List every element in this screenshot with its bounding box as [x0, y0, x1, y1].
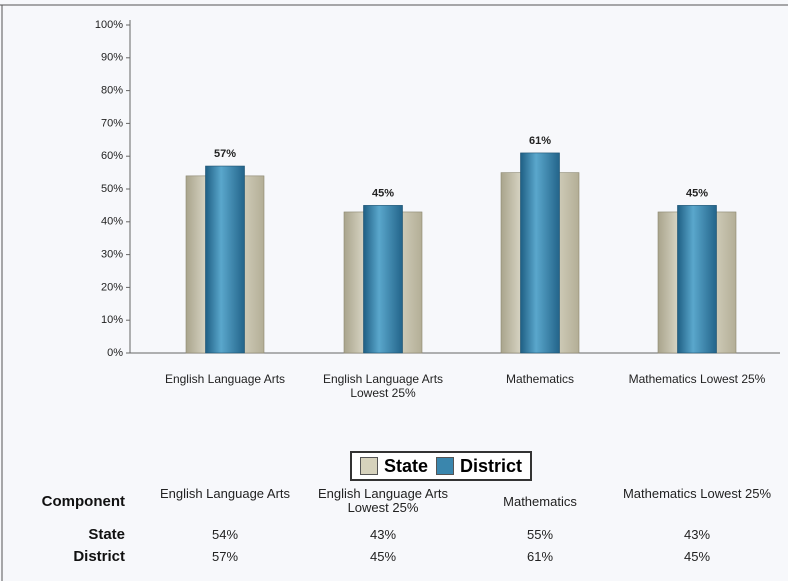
legend: State District: [350, 451, 533, 481]
x-tick-label: English Language Arts: [164, 372, 286, 386]
table-column-header: English Language Arts Lowest 25%: [317, 486, 449, 515]
y-tick-label: 20%: [101, 281, 123, 293]
table-row-header: District: [73, 548, 125, 565]
table-header: Component: [41, 493, 125, 510]
table-cell: 43%: [369, 527, 397, 542]
y-tick-label: 90%: [101, 52, 123, 64]
y-tick-label: 10%: [101, 314, 123, 326]
data-label: 45%: [686, 187, 708, 199]
y-tick-label: 40%: [101, 216, 123, 228]
table-cell: 55%: [526, 527, 554, 542]
table-row-header: State: [88, 526, 125, 543]
table-cell: 54%: [211, 527, 239, 542]
y-tick-label: 50%: [101, 183, 123, 195]
y-tick-label: 70%: [101, 117, 123, 129]
table-column-header: Mathematics Lowest 25%: [622, 486, 772, 501]
bar: [677, 205, 717, 354]
y-tick-label: 60%: [101, 150, 123, 162]
bar: [205, 165, 245, 354]
table-column-header: English Language Arts: [159, 486, 291, 501]
table-cell: 45%: [683, 549, 711, 564]
x-tick-label: English Language Arts Lowest 25%: [322, 372, 444, 400]
bar: [520, 152, 560, 354]
table-cell: 61%: [526, 549, 554, 564]
legend-swatch: [360, 457, 378, 475]
x-tick-label: Mathematics Lowest 25%: [628, 372, 766, 386]
table-column-header: Mathematics: [503, 494, 577, 509]
legend-label: District: [460, 455, 523, 476]
table-cell: 57%: [211, 549, 239, 564]
y-tick-label: 80%: [101, 85, 123, 97]
table-cell: 43%: [683, 527, 711, 542]
legend-swatch: [436, 457, 455, 475]
data-label: 57%: [214, 148, 236, 160]
y-tick-label: 30%: [101, 249, 123, 261]
data-label: 61%: [529, 135, 551, 147]
bar: [363, 205, 403, 354]
data-label: 45%: [372, 187, 394, 199]
y-tick-label: 100%: [95, 19, 123, 31]
legend-label: State: [384, 455, 429, 476]
y-tick-label: 0%: [107, 347, 123, 359]
table-cell: 45%: [369, 549, 397, 564]
x-tick-label: Mathematics: [505, 372, 575, 386]
